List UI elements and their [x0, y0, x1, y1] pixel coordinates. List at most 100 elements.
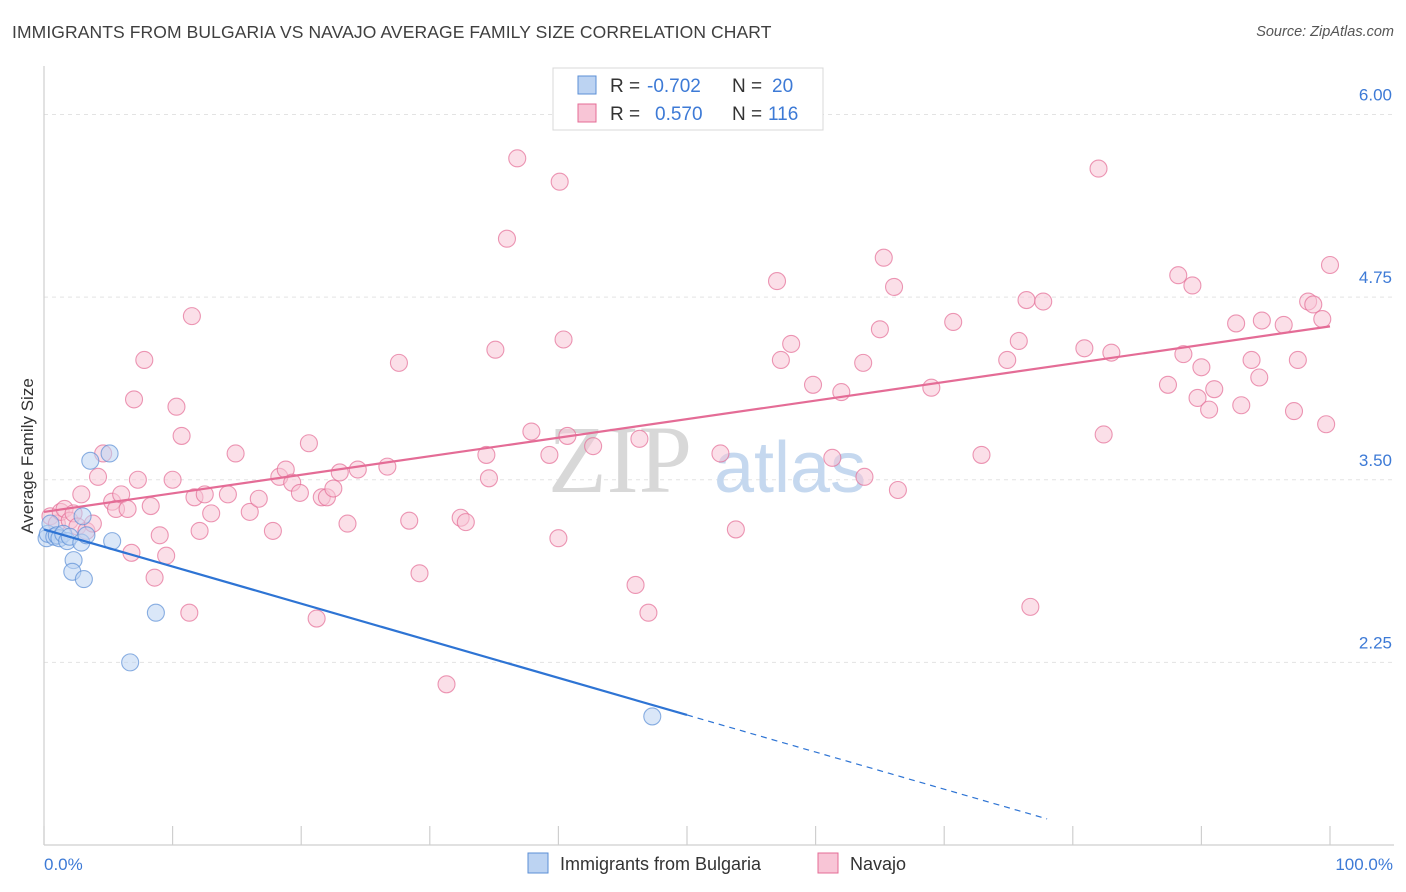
point-navajo: [1284, 402, 1304, 421]
stats-n-value-bulgaria: 20: [772, 76, 793, 97]
point-navajo: [1313, 310, 1332, 329]
point-navajo: [726, 520, 745, 539]
point-navajo: [888, 480, 907, 500]
point-navajo: [855, 467, 874, 486]
point-navajo: [1317, 415, 1336, 434]
point-navajo: [477, 445, 496, 464]
point-navajo: [410, 564, 429, 583]
trend-line-navajo: [43, 325, 1331, 513]
point-navajo: [226, 444, 245, 463]
point-navajo: [1089, 159, 1108, 178]
point-navajo: [639, 603, 658, 622]
x-tick-label: 0.0%: [44, 855, 83, 874]
y-tick-label: 2.25: [1359, 633, 1392, 652]
legend: Immigrants from Bulgaria Navajo: [527, 852, 906, 874]
trend-line-bulgaria: [43, 528, 688, 717]
point-navajo: [540, 445, 559, 464]
legend-swatch-bulgaria: [527, 852, 549, 874]
point-navajo: [118, 499, 137, 519]
point-navajo: [1192, 358, 1211, 377]
point-navajo: [1009, 331, 1028, 351]
point-navajo: [348, 460, 367, 479]
point-navajo: [1227, 314, 1246, 333]
point-navajo: [549, 529, 568, 548]
point-navajo: [550, 172, 569, 191]
point-navajo: [72, 485, 91, 504]
point-navajo: [479, 469, 499, 488]
point-navajo: [1075, 339, 1094, 358]
point-navajo: [1250, 368, 1269, 387]
point-navajo: [1200, 400, 1219, 419]
stats-swatch-navajo: [577, 103, 597, 123]
point-navajo: [172, 426, 191, 445]
point-navajo: [263, 521, 282, 540]
point-navajo: [998, 350, 1017, 370]
point-navajo: [584, 437, 603, 456]
point-navajo: [338, 514, 357, 533]
point-bulgaria: [74, 570, 93, 589]
trend-line-bulgaria-extension: [686, 714, 1048, 820]
point-bulgaria: [146, 603, 165, 622]
point-navajo: [1094, 425, 1113, 444]
point-navajo: [630, 429, 649, 448]
point-navajo: [330, 463, 349, 482]
point-navajo: [1034, 292, 1053, 311]
axes: [43, 66, 1394, 846]
stats-r-value-navajo: 0.570: [655, 104, 703, 125]
y-axis-label: Average Family Size: [18, 378, 37, 534]
point-navajo: [182, 307, 201, 326]
point-navajo: [163, 470, 182, 489]
point-bulgaria: [81, 451, 100, 470]
stats-r-value-bulgaria: -0.702: [647, 76, 701, 97]
point-navajo: [167, 397, 186, 416]
point-bulgaria: [121, 653, 140, 672]
point-navajo: [508, 149, 527, 168]
stats-n-label-bulgaria: N =: [732, 76, 762, 97]
legend-label-navajo: Navajo: [850, 854, 906, 874]
legend-label-bulgaria: Immigrants from Bulgaria: [560, 854, 762, 874]
legend-swatch-navajo: [817, 852, 839, 874]
chart-source: Source: ZipAtlas.com: [1256, 24, 1394, 40]
point-navajo: [1021, 597, 1040, 616]
y-tick-label: 6.00: [1359, 86, 1392, 105]
point-navajo: [1252, 311, 1271, 330]
point-navajo: [771, 350, 790, 370]
point-navajo: [554, 330, 573, 349]
point-navajo: [290, 483, 309, 502]
point-navajo: [522, 422, 541, 441]
point-navajo: [767, 272, 787, 291]
y-tick-label: 3.50: [1359, 451, 1392, 470]
point-navajo: [874, 248, 893, 267]
point-navajo: [150, 526, 169, 545]
stats-n-value-navajo: 116: [768, 104, 798, 125]
point-navajo: [249, 489, 268, 508]
point-navajo: [389, 353, 408, 372]
point-navajo: [884, 277, 904, 296]
y-tick-label: 4.75: [1359, 268, 1392, 287]
point-navajo: [128, 470, 147, 489]
point-navajo: [299, 434, 318, 453]
point-navajo: [190, 521, 209, 540]
point-navajo: [157, 546, 176, 565]
point-navajo: [456, 513, 475, 532]
chart-title: IMMIGRANTS FROM BULGARIA VS NAVAJO AVERA…: [12, 22, 772, 42]
point-navajo: [1158, 375, 1178, 394]
point-navajo: [202, 504, 221, 523]
point-navajo: [1242, 350, 1261, 370]
point-navajo: [486, 340, 505, 359]
point-navajo: [626, 575, 645, 595]
point-navajo: [135, 350, 154, 370]
point-navajo: [307, 609, 326, 628]
point-navajo: [218, 485, 237, 504]
point-navajo: [145, 568, 164, 587]
stats-r-label-bulgaria: R =: [610, 76, 640, 97]
point-navajo: [324, 479, 343, 498]
point-navajo: [972, 445, 991, 464]
point-navajo: [1232, 396, 1251, 415]
stats-r-label-navajo: R =: [610, 104, 640, 125]
point-navajo: [1320, 255, 1340, 275]
point-navajo: [854, 353, 873, 372]
point-bulgaria: [100, 444, 119, 463]
data-points: [37, 149, 1340, 726]
